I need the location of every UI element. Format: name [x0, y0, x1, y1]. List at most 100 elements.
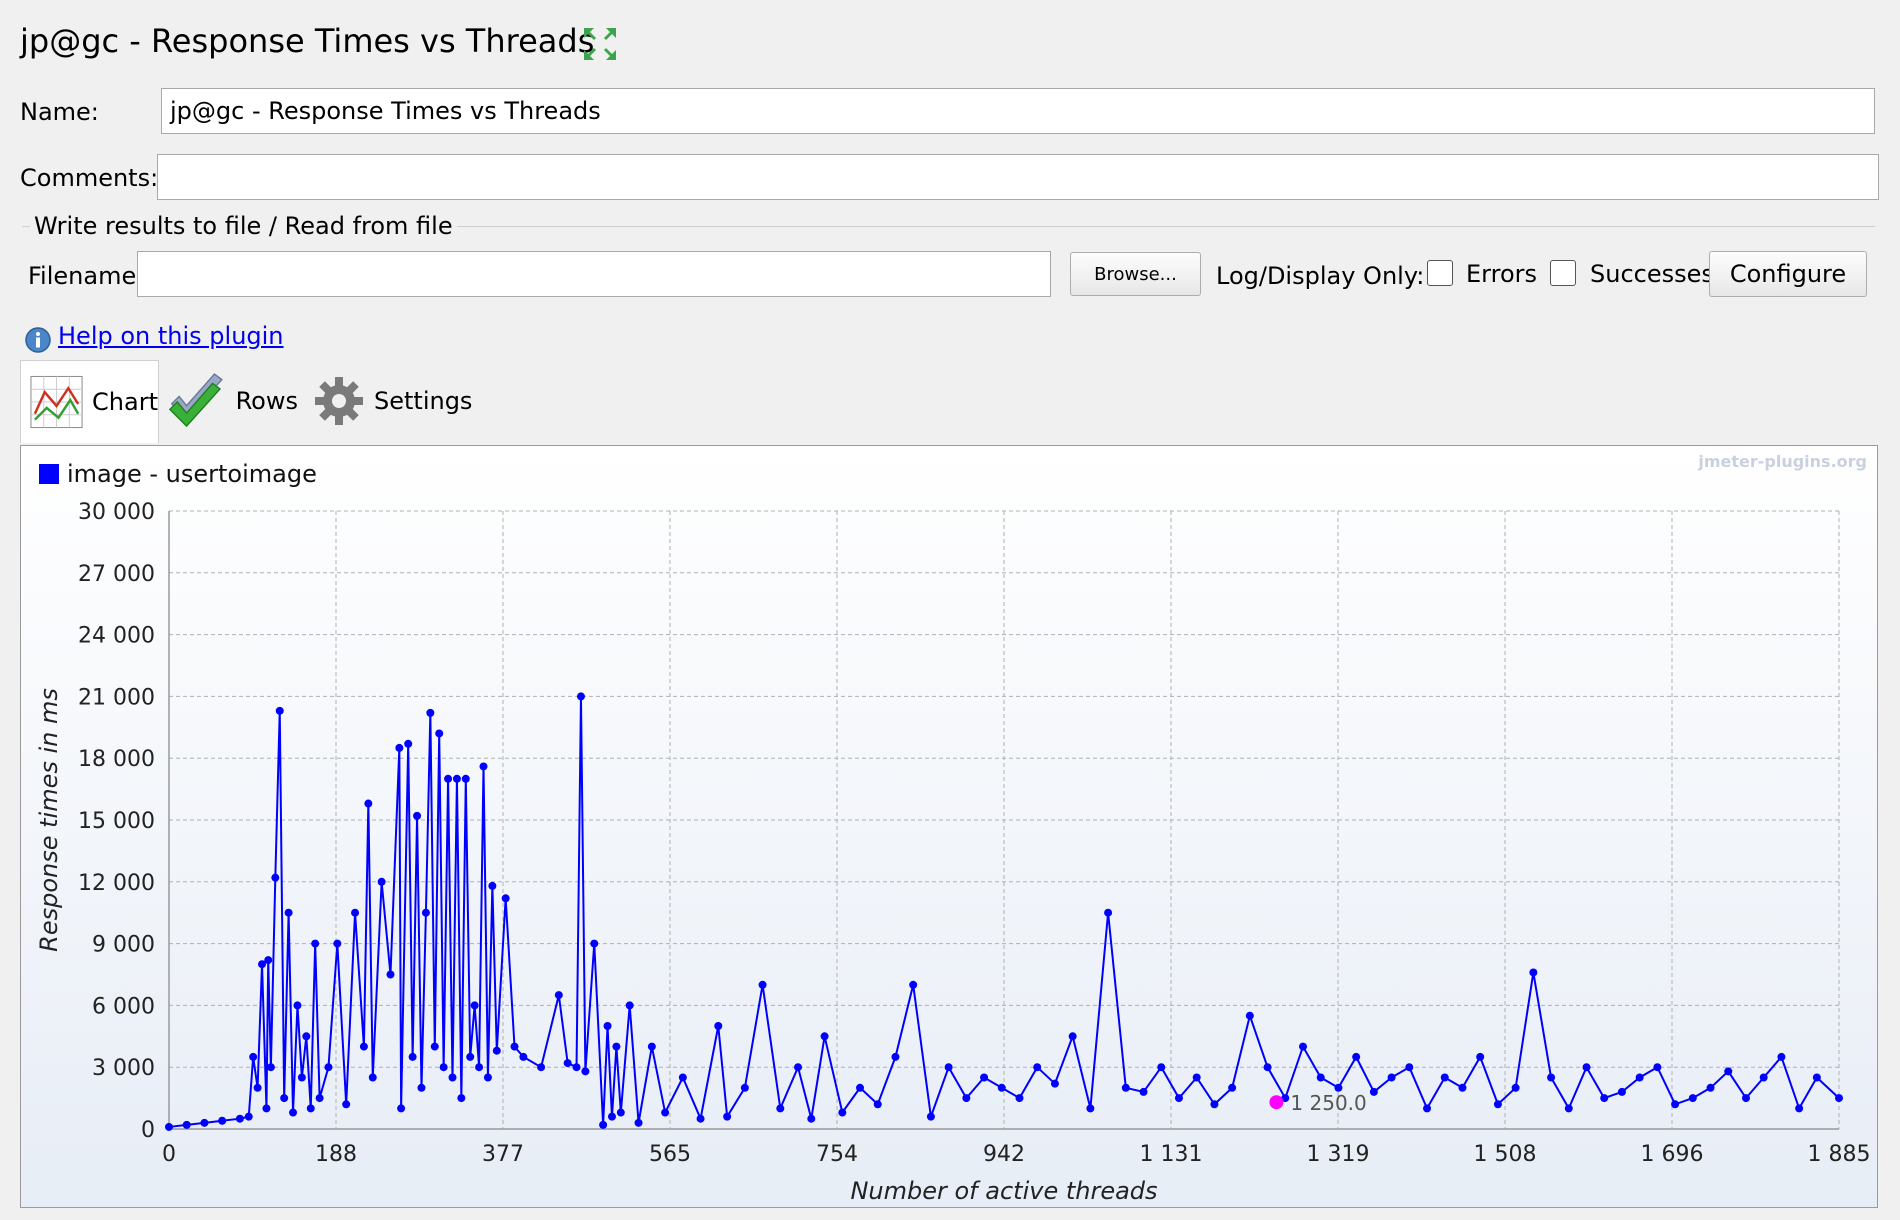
- data-point: [607, 1112, 616, 1121]
- data-point: [165, 1122, 173, 1131]
- data-point: [1015, 1094, 1024, 1103]
- data-point: [740, 1083, 749, 1092]
- data-point: [351, 908, 360, 917]
- data-point: [1493, 1100, 1502, 1109]
- data-point: [421, 908, 430, 917]
- x-tick-label: 0: [162, 1142, 176, 1167]
- data-point: [590, 939, 599, 948]
- data-point: [1281, 1094, 1290, 1103]
- name-field[interactable]: jp@gc - Response Times vs Threads: [161, 88, 1875, 134]
- help-link[interactable]: Help on this plugin: [58, 322, 284, 350]
- data-point: [1121, 1083, 1130, 1092]
- data-point: [1334, 1083, 1343, 1092]
- tab-chart-label: Chart: [92, 388, 158, 416]
- data-point: [266, 1063, 275, 1072]
- legend-label: image - usertoimage: [67, 460, 317, 488]
- y-tick-label: 18 000: [78, 747, 155, 772]
- data-point: [395, 743, 404, 752]
- data-point: [271, 873, 280, 882]
- data-point: [1387, 1073, 1396, 1082]
- data-point: [563, 1059, 572, 1068]
- successes-label: Successes: [1590, 260, 1714, 288]
- data-point: [452, 774, 461, 783]
- data-point: [1795, 1104, 1804, 1113]
- data-point: [572, 1063, 581, 1072]
- browse-button[interactable]: Browse...: [1070, 252, 1201, 296]
- data-point: [1139, 1087, 1148, 1096]
- data-point: [1635, 1073, 1644, 1082]
- x-tick-label: 565: [649, 1142, 691, 1167]
- data-point: [1299, 1042, 1308, 1051]
- data-point: [386, 970, 395, 979]
- data-point: [235, 1114, 244, 1123]
- x-tick-label: 754: [816, 1142, 858, 1167]
- data-point: [612, 1042, 621, 1051]
- data-point: [1777, 1052, 1786, 1061]
- filename-field[interactable]: [137, 251, 1051, 297]
- data-point: [678, 1073, 687, 1082]
- chart-panel: jmeter-plugins.org 0 188 377 565 754 942 1 131…: [20, 445, 1878, 1208]
- errors-label: Errors: [1466, 260, 1538, 288]
- data-point: [891, 1052, 900, 1061]
- data-point: [519, 1052, 528, 1061]
- comments-field[interactable]: [157, 154, 1879, 200]
- data-point: [997, 1083, 1006, 1092]
- data-point: [647, 1042, 656, 1051]
- y-tick-label: 24 000: [78, 624, 155, 649]
- data-point: [1245, 1011, 1254, 1020]
- data-point: [909, 980, 918, 989]
- data-point: [856, 1083, 865, 1092]
- data-point: [1617, 1087, 1626, 1096]
- tab-rows[interactable]: Rows: [168, 360, 298, 442]
- configure-button[interactable]: Configure: [1709, 251, 1867, 297]
- data-point: [1263, 1063, 1272, 1072]
- data-point: [1653, 1063, 1662, 1072]
- window-title: jp@gc - Response Times vs Threads: [20, 22, 595, 60]
- tab-chart[interactable]: Chart: [20, 360, 159, 443]
- data-point: [293, 1001, 302, 1010]
- data-point: [1688, 1094, 1697, 1103]
- x-tick-label: 1 131: [1140, 1142, 1203, 1167]
- data-point: [714, 1022, 723, 1030]
- data-point: [1157, 1063, 1166, 1072]
- data-point: [1228, 1083, 1237, 1092]
- data-point: [576, 692, 585, 701]
- data-point: [1192, 1073, 1201, 1082]
- data-point: [249, 1052, 258, 1061]
- data-point: [297, 1073, 306, 1082]
- y-tick-label: 21 000: [78, 685, 155, 710]
- chart-watermark: jmeter-plugins.org: [1698, 452, 1867, 471]
- data-point: [634, 1118, 643, 1127]
- data-point: [1423, 1104, 1432, 1113]
- data-point: [776, 1104, 785, 1113]
- data-point: [475, 1063, 484, 1072]
- data-point: [466, 1052, 475, 1061]
- data-point: [603, 1022, 612, 1030]
- data-point: [1210, 1100, 1219, 1109]
- data-point: [1316, 1073, 1325, 1082]
- data-point: [275, 706, 284, 715]
- expand-arrows-icon[interactable]: [582, 26, 618, 62]
- data-point: [944, 1063, 953, 1072]
- log-display-label: Log/Display Only:: [1216, 262, 1425, 290]
- x-tick-label: 942: [983, 1142, 1025, 1167]
- data-point: [342, 1100, 351, 1109]
- checkmark-icon: [168, 373, 223, 428]
- data-point: [417, 1083, 426, 1092]
- data-point: [244, 1112, 253, 1121]
- tab-settings[interactable]: Settings: [314, 360, 474, 442]
- data-point: [439, 1063, 448, 1072]
- x-tick-label: 1 696: [1641, 1142, 1704, 1167]
- errors-checkbox[interactable]: [1427, 260, 1453, 286]
- data-point: [581, 1067, 590, 1076]
- data-point: [483, 1073, 492, 1082]
- data-point: [311, 939, 320, 948]
- data-point: [315, 1094, 324, 1103]
- data-point: [413, 811, 422, 820]
- data-point: [1706, 1083, 1715, 1092]
- data-point: [306, 1104, 315, 1113]
- data-point: [1741, 1094, 1750, 1103]
- y-tick-label: 30 000: [78, 500, 155, 525]
- successes-checkbox[interactable]: [1550, 260, 1576, 286]
- data-point: [1369, 1087, 1378, 1096]
